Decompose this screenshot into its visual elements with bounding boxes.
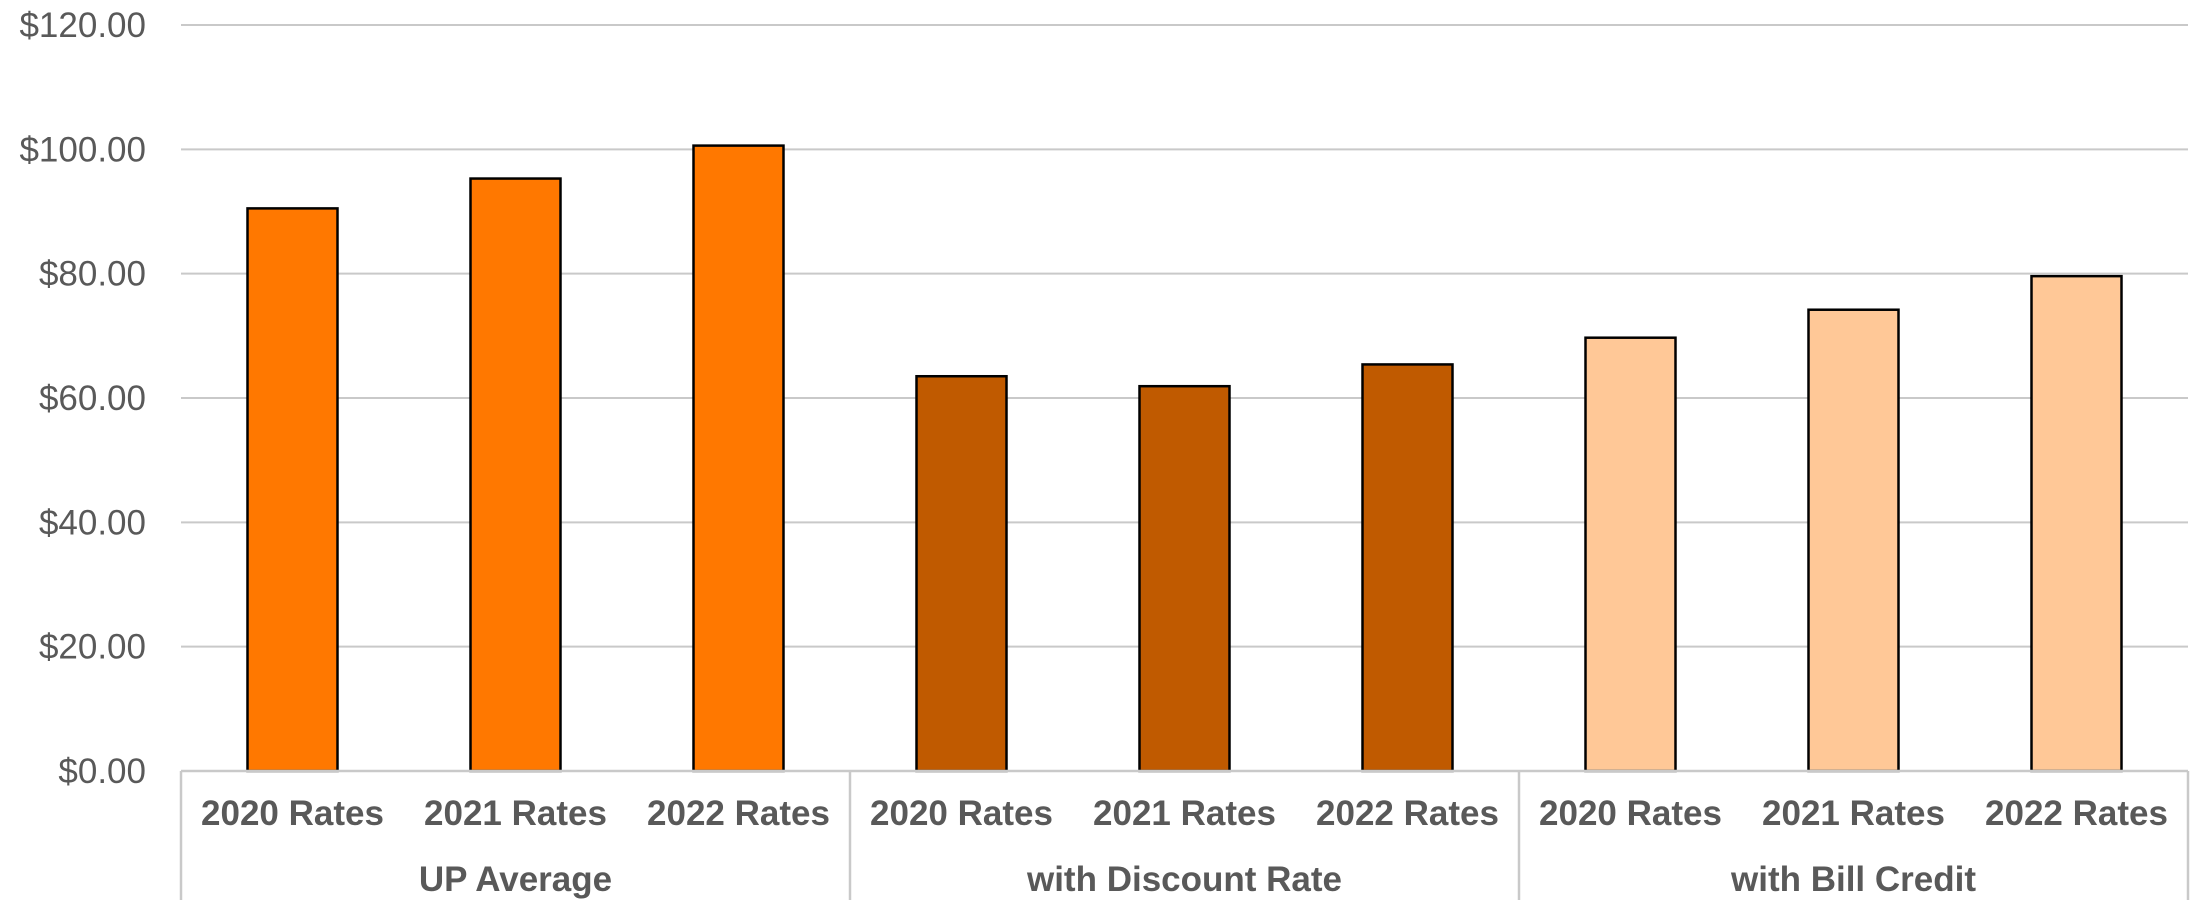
bar [915, 374, 1008, 773]
bar [1584, 336, 1677, 773]
x-axis [179, 769, 2190, 900]
x-axis-tick-labels: 2020 Rates 2021 Rates 2022 Rates 2020 Rates… [201, 794, 2168, 833]
bars [246, 144, 2123, 773]
y-tick-label: $40.00 [39, 503, 146, 542]
x-tick-label: 2020 Rates [201, 794, 384, 833]
x-group-label: with Bill Credit [1730, 860, 1976, 899]
x-tick-label: 2021 Rates [1093, 794, 1276, 833]
y-tick-label: $80.00 [39, 255, 146, 294]
bar [1138, 384, 1231, 773]
y-tick-label: $100.00 [19, 130, 146, 169]
bar [246, 207, 339, 773]
x-group-label: with Discount Rate [1026, 860, 1342, 899]
x-tick-label: 2020 Rates [870, 794, 1053, 833]
bar [469, 177, 562, 773]
y-tick-label: $20.00 [39, 628, 146, 667]
y-tick-label: $0.00 [58, 752, 146, 791]
bar [1361, 363, 1454, 773]
x-tick-label: 2021 Rates [424, 794, 607, 833]
x-tick-label: 2022 Rates [1316, 794, 1499, 833]
x-tick-label: 2022 Rates [1985, 794, 2168, 833]
x-axis-group-labels: UP Average with Discount Rate with Bill Cr… [419, 860, 1976, 899]
bar [1807, 308, 1900, 773]
bar [692, 144, 785, 773]
bar [2030, 274, 2123, 773]
x-tick-label: 2020 Rates [1539, 794, 1722, 833]
y-axis-tick-labels: $0.00 $20.00 $40.00 $60.00 $80.00 $100.00 $120… [19, 6, 146, 791]
y-tick-label: $60.00 [39, 379, 146, 418]
x-group-label: UP Average [419, 860, 612, 899]
y-tick-label: $120.00 [19, 6, 146, 45]
x-tick-label: 2022 Rates [647, 794, 830, 833]
x-tick-label: 2021 Rates [1762, 794, 1945, 833]
